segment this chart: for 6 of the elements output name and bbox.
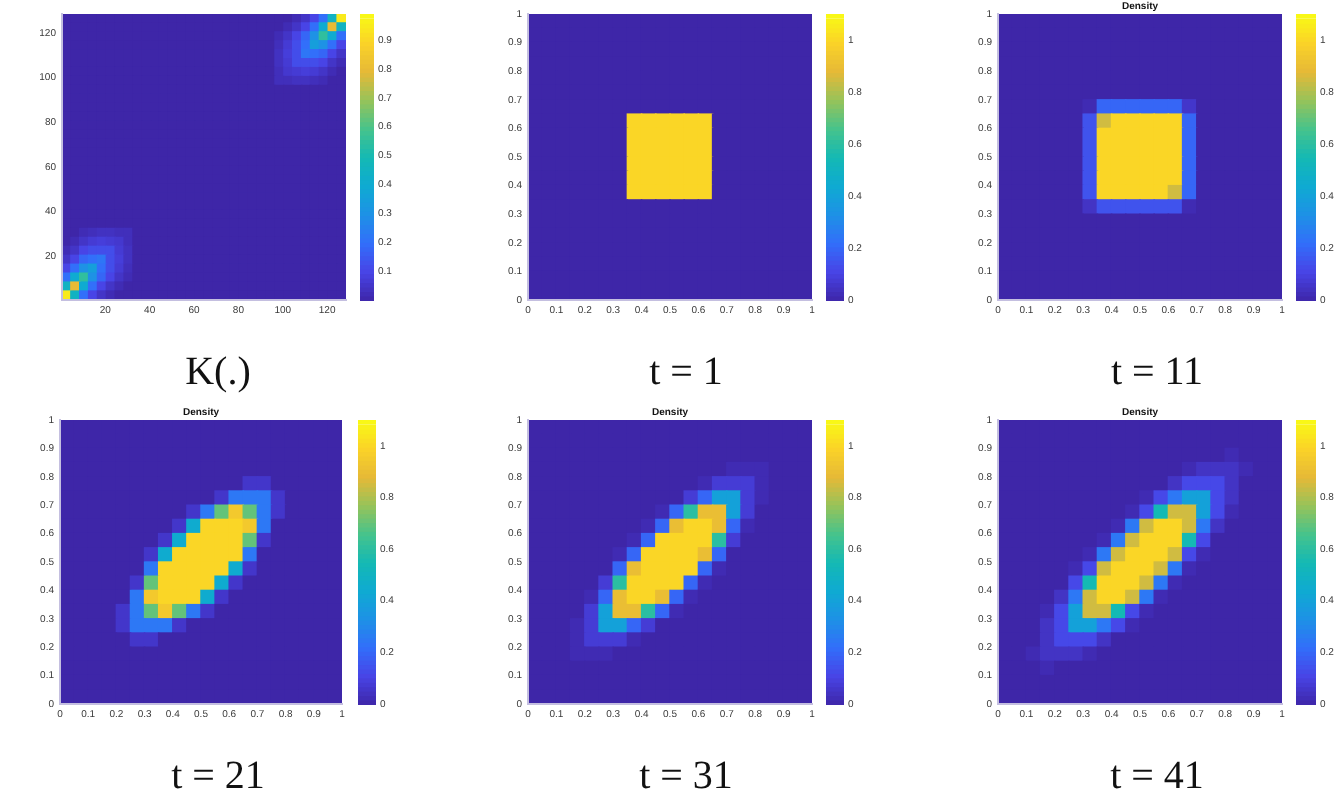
text: t = 1 [649,350,723,394]
text: t = 11 [1110,350,1204,394]
text: t = 31 [639,754,733,798]
text: t = 21 [171,754,265,798]
text: t = 41 [1110,754,1204,798]
text: K(.) [185,350,251,394]
